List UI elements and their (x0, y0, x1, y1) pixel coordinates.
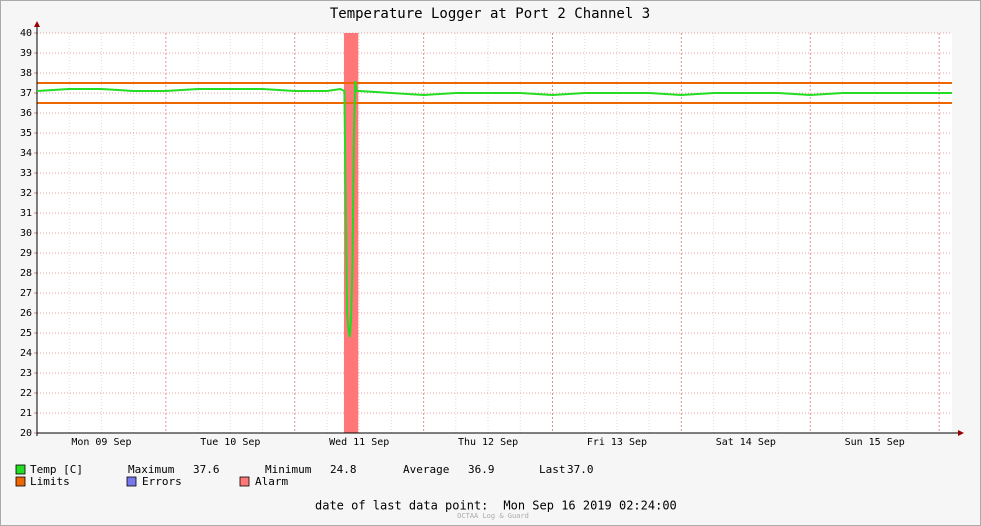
y-tick-label: 36 (20, 108, 32, 119)
y-tick-label: 20 (20, 428, 32, 439)
stat-label: Maximum (128, 463, 175, 476)
y-tick-label: 25 (20, 328, 32, 339)
y-tick-label: 34 (20, 148, 32, 159)
footer-label: date of last data point: (315, 499, 488, 513)
y-axis-arrow (34, 21, 40, 27)
legend-swatch (15, 476, 26, 487)
stat-value: 37.0 (567, 463, 594, 476)
legend-swatch (126, 476, 137, 487)
footer-value: Mon Sep 16 2019 02:24:00 (503, 499, 676, 513)
y-tick-label: 32 (20, 188, 32, 199)
stat-value: 36.9 (468, 463, 495, 476)
stat-label: Minimum (265, 463, 312, 476)
y-tick-label: 31 (20, 208, 32, 219)
x-axis-arrow (958, 430, 964, 436)
x-tick-label: Sat 14 Sep (716, 437, 776, 448)
y-tick-label: 23 (20, 368, 32, 379)
y-tick-label: 24 (20, 348, 32, 359)
x-tick-label: Tue 10 Sep (200, 437, 260, 448)
y-tick-label: 22 (20, 388, 32, 399)
legend-label: Limits (30, 475, 70, 488)
y-tick-label: 37 (20, 88, 32, 99)
legend-label: Alarm (255, 475, 288, 488)
y-tick-label: 29 (20, 248, 32, 259)
legend-label: Errors (142, 475, 182, 488)
x-tick-label: Sun 15 Sep (845, 437, 905, 448)
y-tick-label: 40 (20, 28, 32, 39)
chart-title: Temperature Logger at Port 2 Channel 3 (330, 6, 650, 22)
watermark: OCTAA Log & Guard (457, 512, 529, 520)
y-tick-label: 33 (20, 168, 32, 179)
x-tick-label: Mon 09 Sep (71, 437, 131, 448)
legend-label: Temp [C] (30, 463, 83, 476)
y-tick-label: 38 (20, 68, 32, 79)
temp-line (36, 80, 952, 338)
y-tick-label: 26 (20, 308, 32, 319)
x-tick-label: Thu 12 Sep (458, 437, 518, 448)
stat-value: 37.6 (193, 463, 220, 476)
x-tick-label: Wed 11 Sep (329, 437, 389, 448)
x-tick-label: Fri 13 Sep (587, 437, 647, 448)
y-tick-label: 27 (20, 288, 32, 299)
y-tick-label: 39 (20, 48, 32, 59)
y-tick-label: 35 (20, 128, 32, 139)
legend-swatch (15, 464, 26, 475)
stat-label: Last (539, 463, 566, 476)
y-tick-label: 21 (20, 408, 32, 419)
legend-swatch (239, 476, 250, 487)
stat-label: Average (403, 463, 449, 476)
y-tick-label: 28 (20, 268, 32, 279)
y-tick-label: 30 (20, 228, 32, 239)
stat-value: 24.8 (330, 463, 357, 476)
